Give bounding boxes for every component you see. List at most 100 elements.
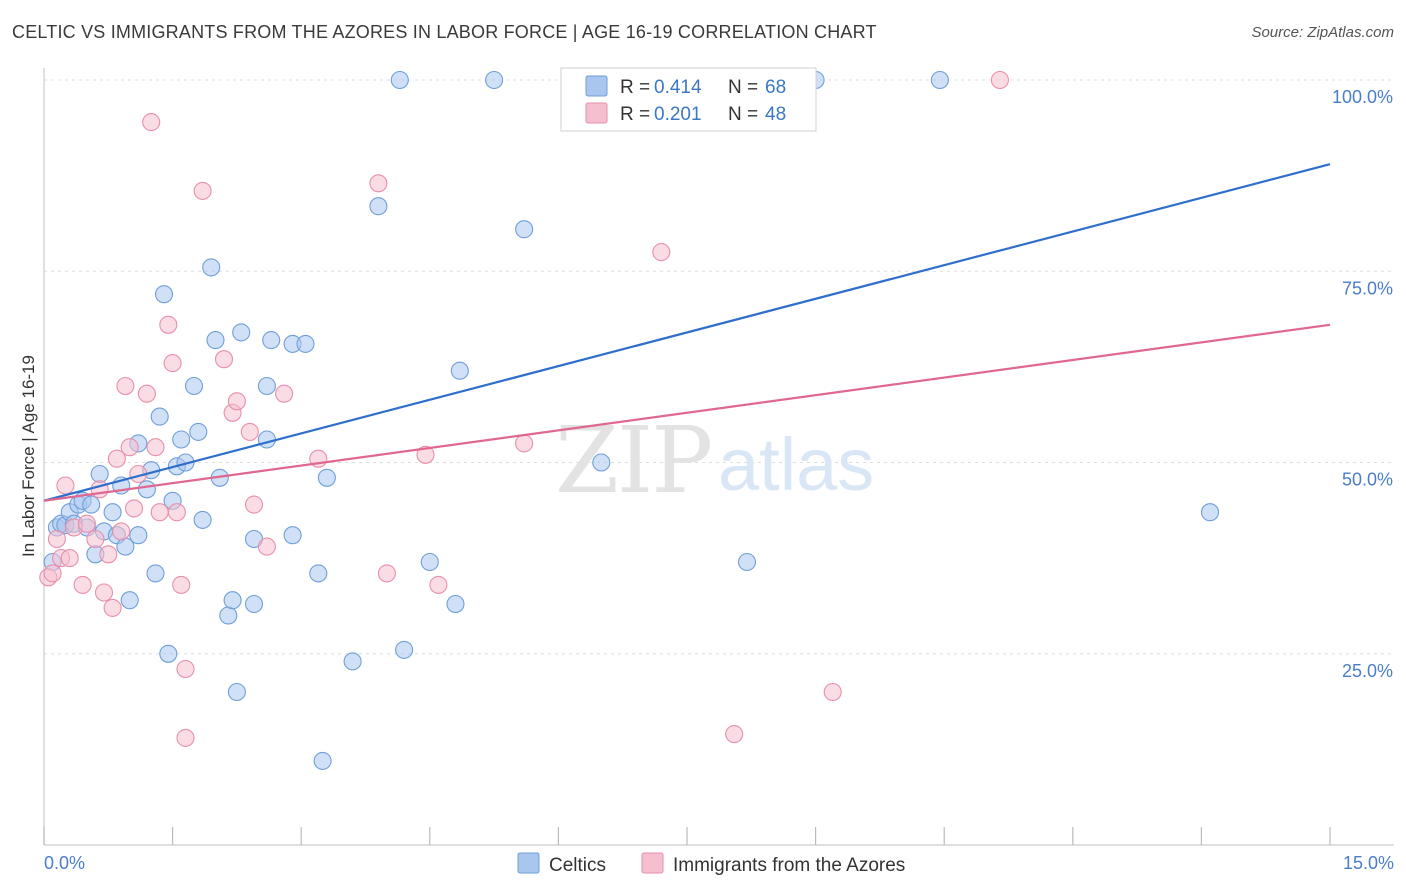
- y-tick-label-50: 50.0%: [1342, 470, 1393, 490]
- legend-r-value-celtics: 0.414: [654, 77, 702, 98]
- celtics-point-33: [202, 258, 221, 277]
- azores-point-37: [275, 384, 294, 403]
- celtics-point-23: [150, 407, 169, 426]
- celtics-point-54: [395, 640, 414, 659]
- celtics-point-9: [82, 495, 101, 514]
- y-axis-label: In Labor Force | Age 16-19: [19, 355, 38, 557]
- celtics-point-52: [369, 197, 388, 216]
- x-tick-label-min: 0.0%: [44, 853, 85, 873]
- bottom-legend-swatch-azores: [641, 852, 664, 874]
- azores-point-17: [120, 438, 139, 457]
- azores-point-22: [146, 438, 165, 457]
- azores-point-34: [240, 422, 259, 441]
- celtics-point-46: [283, 526, 302, 545]
- azores-point-45: [725, 725, 744, 744]
- celtics-point-59: [515, 220, 534, 239]
- celtics-point-25: [159, 644, 178, 663]
- bottom-legend-label-celtics: Celtics: [549, 855, 606, 876]
- azores-point-23: [150, 503, 169, 522]
- x-tick-label-max: 15.0%: [1343, 853, 1394, 873]
- azores-point-10: [90, 480, 109, 499]
- azores-point-27: [172, 575, 191, 594]
- azores-point-25: [163, 354, 182, 373]
- legend: R = 0.414 N = 68 R = 0.201 N = 48: [560, 67, 817, 132]
- legend-swatch-azores: [585, 102, 608, 124]
- bottom-legend-label-azores: Immigrants from the Azores: [673, 855, 905, 876]
- celtics-point-13: [103, 503, 122, 522]
- azores-point-33: [227, 392, 246, 411]
- legend-swatch-celtics: [585, 75, 608, 97]
- celtics-point-60: [592, 453, 611, 472]
- azores-point-20: [137, 384, 156, 403]
- celtics-trend-line: [43, 163, 1331, 502]
- azores-point-4: [56, 476, 75, 495]
- celtics-point-57: [450, 361, 469, 380]
- celtics-point-11: [90, 464, 109, 484]
- celtics-point-41: [244, 594, 264, 614]
- watermark-zip: ZIP: [555, 407, 711, 514]
- source-note: Source: ZipAtlas.com: [1251, 24, 1394, 41]
- celtics-point-28: [172, 430, 191, 449]
- azores-point-11: [94, 583, 114, 602]
- bottom-legend-swatch-celtics: [517, 852, 540, 874]
- legend-n-value-celtics: 68: [765, 77, 786, 98]
- azores-point-21: [142, 113, 161, 132]
- legend-r-label-azores: R =: [620, 104, 650, 125]
- azores-point-8: [77, 514, 96, 533]
- azores-point-9: [86, 529, 105, 549]
- celtics-point-58: [485, 70, 504, 90]
- celtics-point-37: [223, 591, 242, 610]
- celtics-point-55: [420, 552, 439, 572]
- x-ticks: [43, 827, 1331, 845]
- celtics-point-48: [309, 564, 328, 583]
- legend-n-label-azores: N =: [728, 104, 758, 125]
- celtics-point-65: [1200, 503, 1220, 522]
- y-tick-labels: 25.0% 50.0% 75.0% 100.0%: [1332, 87, 1393, 681]
- trend-lines: [43, 163, 1331, 502]
- celtics-point-44: [262, 331, 281, 350]
- celtics-point-50: [313, 751, 332, 770]
- azores-point-13: [103, 598, 122, 617]
- watermark: ZIP atlas: [555, 407, 874, 514]
- celtics-point-18: [129, 526, 148, 545]
- azores-point-5: [60, 549, 79, 568]
- celtics-point-51: [343, 652, 362, 671]
- y-tick-label-75: 75.0%: [1342, 278, 1393, 298]
- legend-n-value-azores: 48: [765, 104, 786, 125]
- legend-n-label-celtics: N =: [728, 77, 758, 98]
- celtics-point-49: [317, 468, 336, 487]
- azores-point-43: [515, 434, 534, 453]
- azores-point-31: [214, 350, 234, 369]
- celtics-point-64: [930, 70, 949, 90]
- y-tick-label-100: 100.0%: [1332, 87, 1393, 107]
- azores-point-40: [377, 564, 396, 583]
- watermark-atlas: atlas: [718, 423, 874, 506]
- celtics-point-43: [257, 430, 276, 449]
- azores-point-35: [244, 495, 264, 514]
- azores-point-16: [116, 376, 135, 396]
- azores-point-29: [176, 728, 195, 747]
- azores-point-28: [176, 659, 195, 679]
- celtics-point-47: [296, 334, 315, 353]
- azores-point-30: [193, 181, 212, 200]
- azores-point-42: [429, 575, 448, 594]
- azores-point-47: [990, 70, 1009, 90]
- celtics-point-61: [737, 552, 757, 572]
- celtics-point-53: [390, 70, 409, 90]
- legend-r-value-azores: 0.201: [654, 104, 702, 125]
- y-tick-label-25: 25.0%: [1342, 661, 1393, 681]
- celtics-point-34: [206, 331, 225, 350]
- celtics-point-36: [219, 606, 238, 625]
- azores-point-15: [112, 522, 131, 541]
- azores-point-1: [43, 564, 62, 583]
- azores-point-41: [416, 445, 435, 464]
- azores-point-18: [124, 499, 144, 518]
- legend-r-label-celtics: R =: [620, 77, 650, 98]
- celtics-point-32: [193, 510, 212, 529]
- azores-point-12: [99, 545, 118, 564]
- celtics-point-38: [227, 682, 246, 702]
- azores-point-26: [167, 503, 186, 522]
- celtics-point-39: [232, 323, 251, 342]
- celtics-point-31: [189, 422, 208, 441]
